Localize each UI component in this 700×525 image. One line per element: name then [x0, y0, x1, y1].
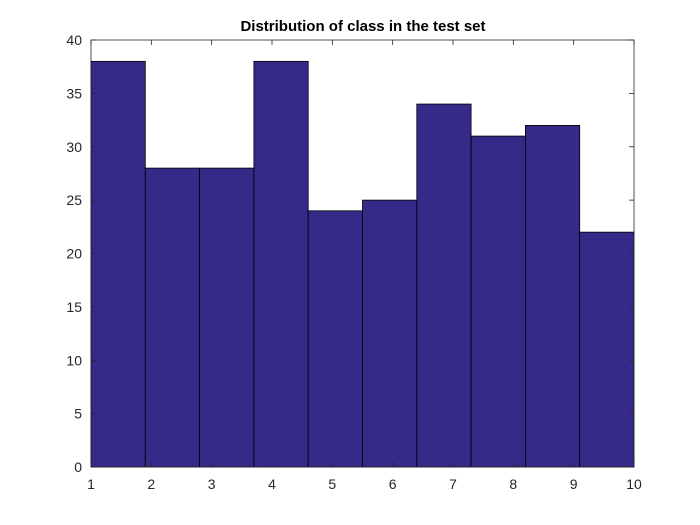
x-tick-label: 7	[449, 476, 457, 492]
y-tick-label: 5	[74, 406, 82, 422]
x-tick-label: 3	[208, 476, 216, 492]
chart-title: Distribution of class in the test set	[240, 18, 485, 35]
y-tick-label: 30	[66, 139, 82, 155]
bar-6	[362, 199, 418, 468]
x-tick-label: 5	[328, 476, 336, 492]
bar-1	[90, 60, 146, 468]
y-tick-label: 0	[74, 459, 82, 475]
bar-4	[253, 60, 309, 468]
y-tick-label: 40	[66, 32, 82, 48]
bar-7	[416, 103, 472, 468]
x-tick-label: 9	[570, 476, 578, 492]
x-tick-label: 10	[626, 476, 642, 492]
axes-group: 1 2 3 4 5 6 7 8 9 10 0 5 10 15 20 25 30 35 40	[66, 32, 642, 492]
x-tick-label: 2	[147, 476, 155, 492]
bar-9	[525, 125, 581, 468]
y-tick-label: 25	[66, 192, 82, 208]
bar-3	[199, 167, 255, 468]
y-tick-label: 15	[66, 299, 82, 315]
x-tick-label: 6	[389, 476, 397, 492]
y-tick-label: 20	[66, 246, 82, 262]
y-tick-label: 10	[66, 352, 82, 368]
x-tick-label: 8	[509, 476, 517, 492]
x-tick-label: 1	[87, 476, 95, 492]
y-tick-label: 35	[66, 85, 82, 101]
bars-group	[90, 60, 635, 468]
bar-5	[307, 210, 363, 468]
bar-8	[470, 135, 526, 468]
bar-2	[144, 167, 201, 468]
bar-10	[579, 231, 635, 468]
x-tick-label: 4	[268, 476, 276, 492]
